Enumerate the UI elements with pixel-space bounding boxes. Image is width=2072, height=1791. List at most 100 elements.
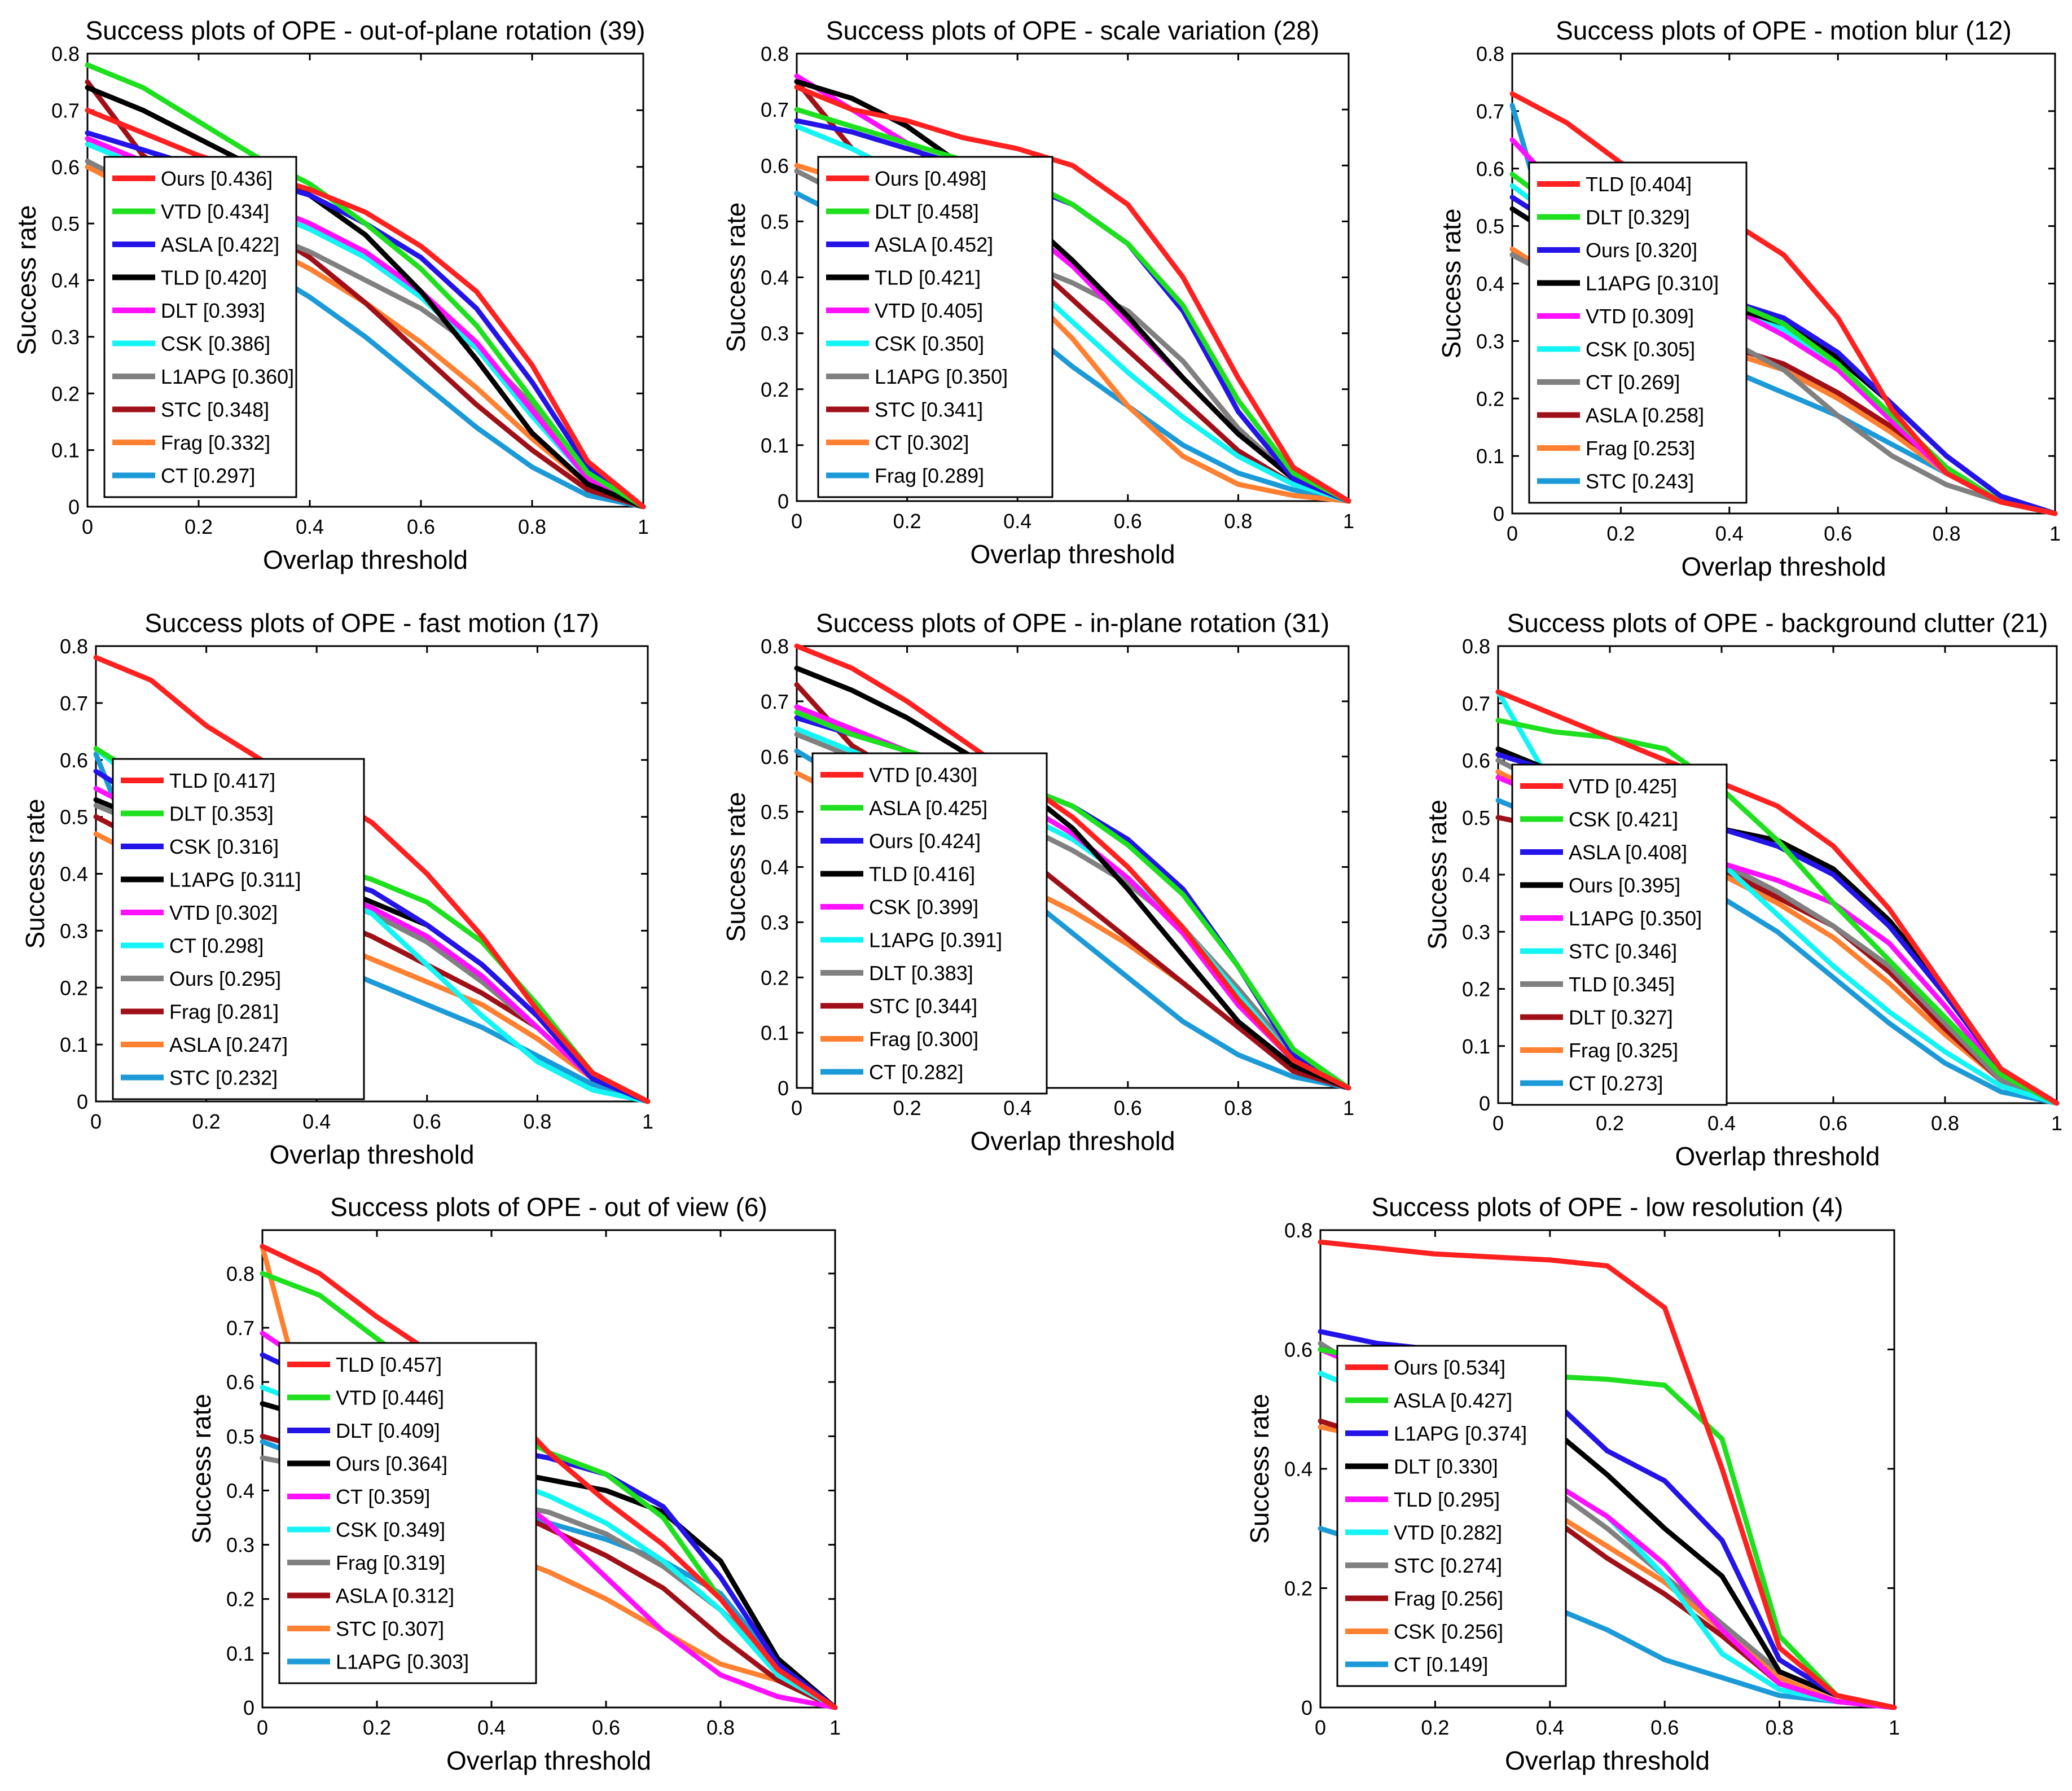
legend-entry-stc: STC [0.344]	[869, 995, 977, 1018]
legend-entry-stc: STC [0.232]	[169, 1066, 278, 1090]
legend-entry-dlt: DLT [0.330]	[1394, 1455, 1498, 1478]
x-tick-label: 0.2	[1421, 1716, 1449, 1739]
y-tick-label: 0.8	[1462, 635, 1490, 658]
legend-entry-frag: Frag [0.256]	[1394, 1587, 1503, 1610]
x-tick-label: 0.4	[1003, 1096, 1031, 1120]
x-tick-label: 0.8	[518, 515, 546, 538]
legend-entry-csk: CSK [0.421]	[1569, 808, 1678, 831]
legend-entry-stc: STC [0.243]	[1586, 470, 1694, 493]
legend-entry-stc: STC [0.341]	[875, 398, 983, 422]
legend-entry-tld: TLD [0.295]	[1394, 1488, 1500, 1511]
x-tick-label: 0.6	[1650, 1716, 1679, 1739]
legend-entry-csk: CSK [0.386]	[161, 332, 270, 355]
y-tick-label: 0.4	[1284, 1458, 1312, 1481]
legend-entry-ours: Ours [0.295]	[169, 967, 281, 990]
legend-entry-tld: TLD [0.416]	[869, 863, 975, 886]
legend-entry-vtd: VTD [0.434]	[161, 200, 269, 223]
y-tick-label: 0.7	[1476, 100, 1504, 123]
chart-title: Success plots of OPE - in-plane rotation…	[816, 608, 1329, 638]
y-tick-label: 0	[1493, 502, 1504, 525]
series-line-tld	[260, 1244, 838, 1710]
chart-title: Success plots of OPE - background clutte…	[1507, 608, 2048, 638]
x-tick-label: 0	[257, 1716, 268, 1739]
legend-entry-dlt: DLT [0.458]	[875, 200, 979, 223]
y-tick-label: 0.6	[1284, 1338, 1312, 1362]
legend-entry-csk: CSK [0.305]	[1586, 338, 1695, 361]
y-tick-label: 0.5	[1462, 806, 1490, 829]
y-tick-label: 0.4	[226, 1479, 254, 1502]
y-tick-label: 0.8	[761, 42, 789, 65]
x-tick-label: 0.6	[407, 515, 435, 538]
y-tick-label: 0.6	[60, 749, 88, 772]
legend-entry-frag: Frag [0.300]	[869, 1028, 978, 1051]
legend-entry-l1apg: L1APG [0.360]	[161, 365, 294, 388]
legend-entry-vtd: VTD [0.282]	[1394, 1521, 1502, 1544]
y-axis-label: Success rate	[721, 203, 750, 353]
y-tick-label: 0.2	[51, 382, 80, 405]
legend-entry-vtd: VTD [0.302]	[169, 901, 278, 924]
y-tick-label: 0.6	[51, 156, 80, 179]
x-axis-label: Overlap threshold	[1505, 1746, 1710, 1775]
chart-panel-5: Success plots of OPE - in-plane rotation…	[721, 608, 1354, 1156]
y-tick-label: 0.8	[51, 42, 80, 65]
y-tick-label: 0.7	[1462, 692, 1490, 715]
legend-entry-vtd: VTD [0.405]	[875, 299, 983, 322]
y-tick-label: 0.2	[60, 976, 88, 999]
x-tick-label: 0.6	[592, 1716, 620, 1739]
x-axis-label: Overlap threshold	[446, 1746, 651, 1775]
x-tick-label: 0.2	[1596, 1112, 1624, 1135]
y-tick-label: 0.6	[761, 154, 789, 177]
x-tick-label: 0.6	[413, 1110, 441, 1133]
y-tick-label: 0.8	[1284, 1219, 1312, 1242]
y-tick-label: 0.8	[761, 635, 789, 658]
legend-entry-ct: CT [0.282]	[869, 1061, 963, 1084]
legend-entry-frag: Frag [0.332]	[161, 431, 270, 454]
legend-entry-dlt: DLT [0.409]	[336, 1419, 440, 1442]
series-line-ours	[1318, 1239, 1897, 1710]
chart-panel-7: Success plots of OPE - out of view (6)0 0…	[187, 1192, 841, 1775]
legend-entry-csk: CSK [0.399]	[869, 895, 978, 919]
y-tick-label: 0.3	[761, 322, 789, 345]
x-tick-label: 1	[642, 1110, 653, 1133]
y-tick-label: 0.7	[51, 99, 80, 122]
x-tick-label: 0	[90, 1110, 102, 1133]
y-tick-label: 0.1	[60, 1033, 88, 1056]
legend-entry-ours: Ours [0.498]	[875, 167, 986, 190]
series-line-tld	[1509, 91, 2058, 516]
y-tick-label: 0	[1479, 1092, 1490, 1115]
series-line-asla	[794, 710, 1351, 1091]
legend-entry-l1apg: L1APG [0.303]	[336, 1650, 469, 1674]
x-axis-label: Overlap threshold	[269, 1140, 474, 1169]
legend-entry-vtd: VTD [0.309]	[1586, 305, 1694, 328]
series-line-tld	[93, 655, 651, 1104]
legend: Ours [0.436] VTD [0.434] ASLA [0.422] TLD […	[103, 156, 297, 498]
legend-entry-dlt: DLT [0.327]	[1569, 1006, 1673, 1029]
chart-title: Success plots of OPE - low resolution (4…	[1372, 1192, 1843, 1222]
series-line-vtd	[1495, 689, 2060, 1106]
chart-title: Success plots of OPE - motion blur (12)	[1556, 16, 2012, 45]
y-tick-label: 0.2	[1284, 1577, 1312, 1600]
legend-entry-vtd: VTD [0.425]	[1569, 775, 1677, 798]
legend-entry-ours: Ours [0.534]	[1394, 1356, 1505, 1379]
legend-entry-tld: TLD [0.404]	[1586, 173, 1692, 196]
x-tick-label: 1	[1343, 510, 1354, 533]
legend-entry-stc: STC [0.274]	[1394, 1554, 1502, 1577]
x-tick-label: 0.2	[893, 1096, 921, 1120]
x-tick-label: 0	[82, 515, 93, 538]
y-tick-label: 0	[1301, 1696, 1312, 1719]
y-axis-label: Success rate	[721, 792, 750, 942]
y-tick-label: 0.7	[60, 692, 88, 715]
x-tick-label: 0.8	[706, 1716, 735, 1739]
x-axis-label: Overlap threshold	[263, 545, 468, 574]
series-line-ours	[794, 85, 1351, 504]
legend-entry-ct: CT [0.273]	[1569, 1072, 1663, 1095]
legend-entry-tld: TLD [0.421]	[875, 266, 981, 289]
legend-entry-csk: CSK [0.350]	[875, 332, 984, 355]
x-tick-label: 0.4	[1003, 510, 1031, 533]
legend-entry-frag: Frag [0.253]	[1586, 437, 1695, 460]
y-tick-label: 0	[778, 1077, 789, 1100]
y-tick-label: 0.8	[1476, 42, 1504, 65]
y-tick-label: 0.4	[761, 856, 789, 879]
legend-entry-asla: ASLA [0.312]	[336, 1584, 454, 1608]
chart-panel-4: Success plots of OPE - fast motion (17) 0…	[20, 608, 653, 1169]
